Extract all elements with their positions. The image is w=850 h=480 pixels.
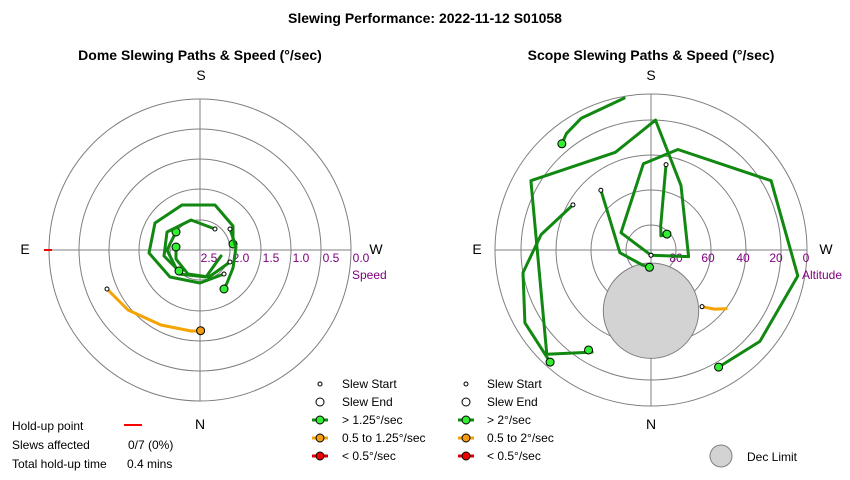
slew-start-marker xyxy=(227,259,233,265)
legend-dec-limit-marker xyxy=(709,444,733,468)
legend-medium: 0.5 to 2°/sec xyxy=(487,431,554,445)
slew-path xyxy=(162,218,217,273)
slew-end-marker xyxy=(174,266,184,276)
legend-slew-start-marker xyxy=(317,381,323,387)
legend-medium: 0.5 to 1.25°/sec xyxy=(342,431,426,445)
radial-tick-label: 0.5 xyxy=(323,251,340,265)
slew-end-marker xyxy=(662,229,672,239)
dome-legend: Slew Start Slew End > 1.25°/sec 0.5 to 1… xyxy=(312,377,426,463)
legend-slow-marker xyxy=(461,451,471,461)
slew-path xyxy=(174,245,232,279)
legend-slew-start: Slew Start xyxy=(342,377,397,391)
scope-altitude-ticks: 80 60 40 20 0 xyxy=(669,251,809,265)
dome-rings xyxy=(48,98,352,402)
slew-start-marker xyxy=(663,162,669,168)
slews-affected-label: Slews affected xyxy=(12,438,90,452)
radial-tick-label: 60 xyxy=(701,251,715,265)
slew-end-marker xyxy=(584,345,594,355)
legend-slow-marker xyxy=(315,451,325,461)
scope-paths xyxy=(521,96,800,372)
legend-slow: < 0.5°/sec xyxy=(487,449,541,463)
radial-tick-label: 40 xyxy=(736,251,750,265)
dec-limit-region xyxy=(602,262,700,359)
radial-tick-label: 80 xyxy=(669,251,683,265)
slew-path xyxy=(529,118,691,356)
legend-slew-end-marker xyxy=(461,397,471,407)
slew-end-marker xyxy=(196,326,206,336)
legend-fast-marker xyxy=(315,415,325,425)
slew-end-marker xyxy=(714,362,724,372)
slew-end-marker xyxy=(545,357,555,367)
radial-tick-label: 0 xyxy=(803,251,810,265)
scope-cardinal-s: S xyxy=(646,67,655,83)
legend-slow: < 0.5°/sec xyxy=(342,449,396,463)
slew-path xyxy=(560,96,626,146)
slew-path xyxy=(700,305,728,311)
holdup-info: Hold-up point Slews affected 0/7 (0%) To… xyxy=(12,419,173,471)
dome-cardinal-n: N xyxy=(195,416,205,432)
total-holdup-value: 0.4 mins xyxy=(127,457,172,471)
slew-path xyxy=(599,188,651,269)
total-holdup-label: Total hold-up time xyxy=(12,457,107,471)
dome-paths xyxy=(104,203,238,336)
scope-chart: Scope Slewing Paths & Speed (°/sec) S N … xyxy=(472,47,842,432)
slew-path xyxy=(619,148,800,369)
slew-end-marker xyxy=(219,284,229,294)
dome-chart: Dome Slewing Paths & Speed (°/sec) S N E… xyxy=(20,47,386,432)
scope-rings xyxy=(494,93,808,407)
dome-speed-ticks: 2.5 2.0 1.5 1.0 0.5 0.0 xyxy=(201,251,370,265)
scope-legend: Slew Start Slew End > 2°/sec 0.5 to 2°/s… xyxy=(458,377,798,468)
radial-tick-label: 1.0 xyxy=(293,251,310,265)
radial-tick-label: 1.5 xyxy=(263,251,280,265)
dome-cardinal-s: S xyxy=(196,67,205,83)
legend-medium-marker xyxy=(315,433,325,443)
radial-tick-label: 2.5 xyxy=(201,251,218,265)
legend-fast-marker xyxy=(461,415,471,425)
legend-dec-limit: Dec Limit xyxy=(747,450,798,464)
slew-end-marker xyxy=(644,262,654,272)
slew-start-marker xyxy=(104,286,110,292)
radial-tick-label: 2.0 xyxy=(233,251,250,265)
legend-fast: > 2°/sec xyxy=(487,413,531,427)
scope-chart-title: Scope Slewing Paths & Speed (°/sec) xyxy=(528,47,775,63)
dome-cardinal-e: E xyxy=(20,241,29,257)
dome-chart-title: Dome Slewing Paths & Speed (°/sec) xyxy=(78,47,322,63)
slew-start-marker xyxy=(598,187,604,193)
slew-start-marker xyxy=(227,226,233,232)
dome-axis-label: Speed xyxy=(352,268,387,282)
slew-start-marker xyxy=(648,252,654,258)
slew-start-marker xyxy=(221,271,227,277)
scope-axis-label: Altitude xyxy=(802,268,842,282)
slew-end-marker xyxy=(171,242,181,252)
slew-path xyxy=(521,203,575,364)
dome-cardinal-w: W xyxy=(369,241,383,257)
holdup-point-label: Hold-up point xyxy=(12,419,84,433)
scope-cardinal-w: W xyxy=(819,241,833,257)
slew-start-marker xyxy=(699,304,705,310)
slew-path xyxy=(222,227,238,291)
slew-path xyxy=(659,163,669,238)
slew-path xyxy=(147,203,235,285)
legend-slew-start-marker xyxy=(463,381,469,387)
slew-end-marker xyxy=(557,139,567,149)
legend-medium-marker xyxy=(461,433,471,443)
slew-start-marker xyxy=(570,202,576,208)
radial-tick-label: 0.0 xyxy=(353,251,370,265)
legend-slew-end: Slew End xyxy=(342,395,393,409)
slew-start-marker xyxy=(212,226,218,232)
legend-slew-start: Slew Start xyxy=(487,377,542,391)
slews-affected-value: 0/7 (0%) xyxy=(128,438,173,452)
radial-tick-label: 20 xyxy=(769,251,783,265)
scope-cardinal-e: E xyxy=(472,241,481,257)
scope-cardinal-n: N xyxy=(646,416,656,432)
legend-slew-end: Slew End xyxy=(487,395,538,409)
legend-fast: > 1.25°/sec xyxy=(342,413,403,427)
figure-title: Slewing Performance: 2022-11-12 S01058 xyxy=(288,10,562,26)
legend-slew-end-marker xyxy=(315,397,325,407)
